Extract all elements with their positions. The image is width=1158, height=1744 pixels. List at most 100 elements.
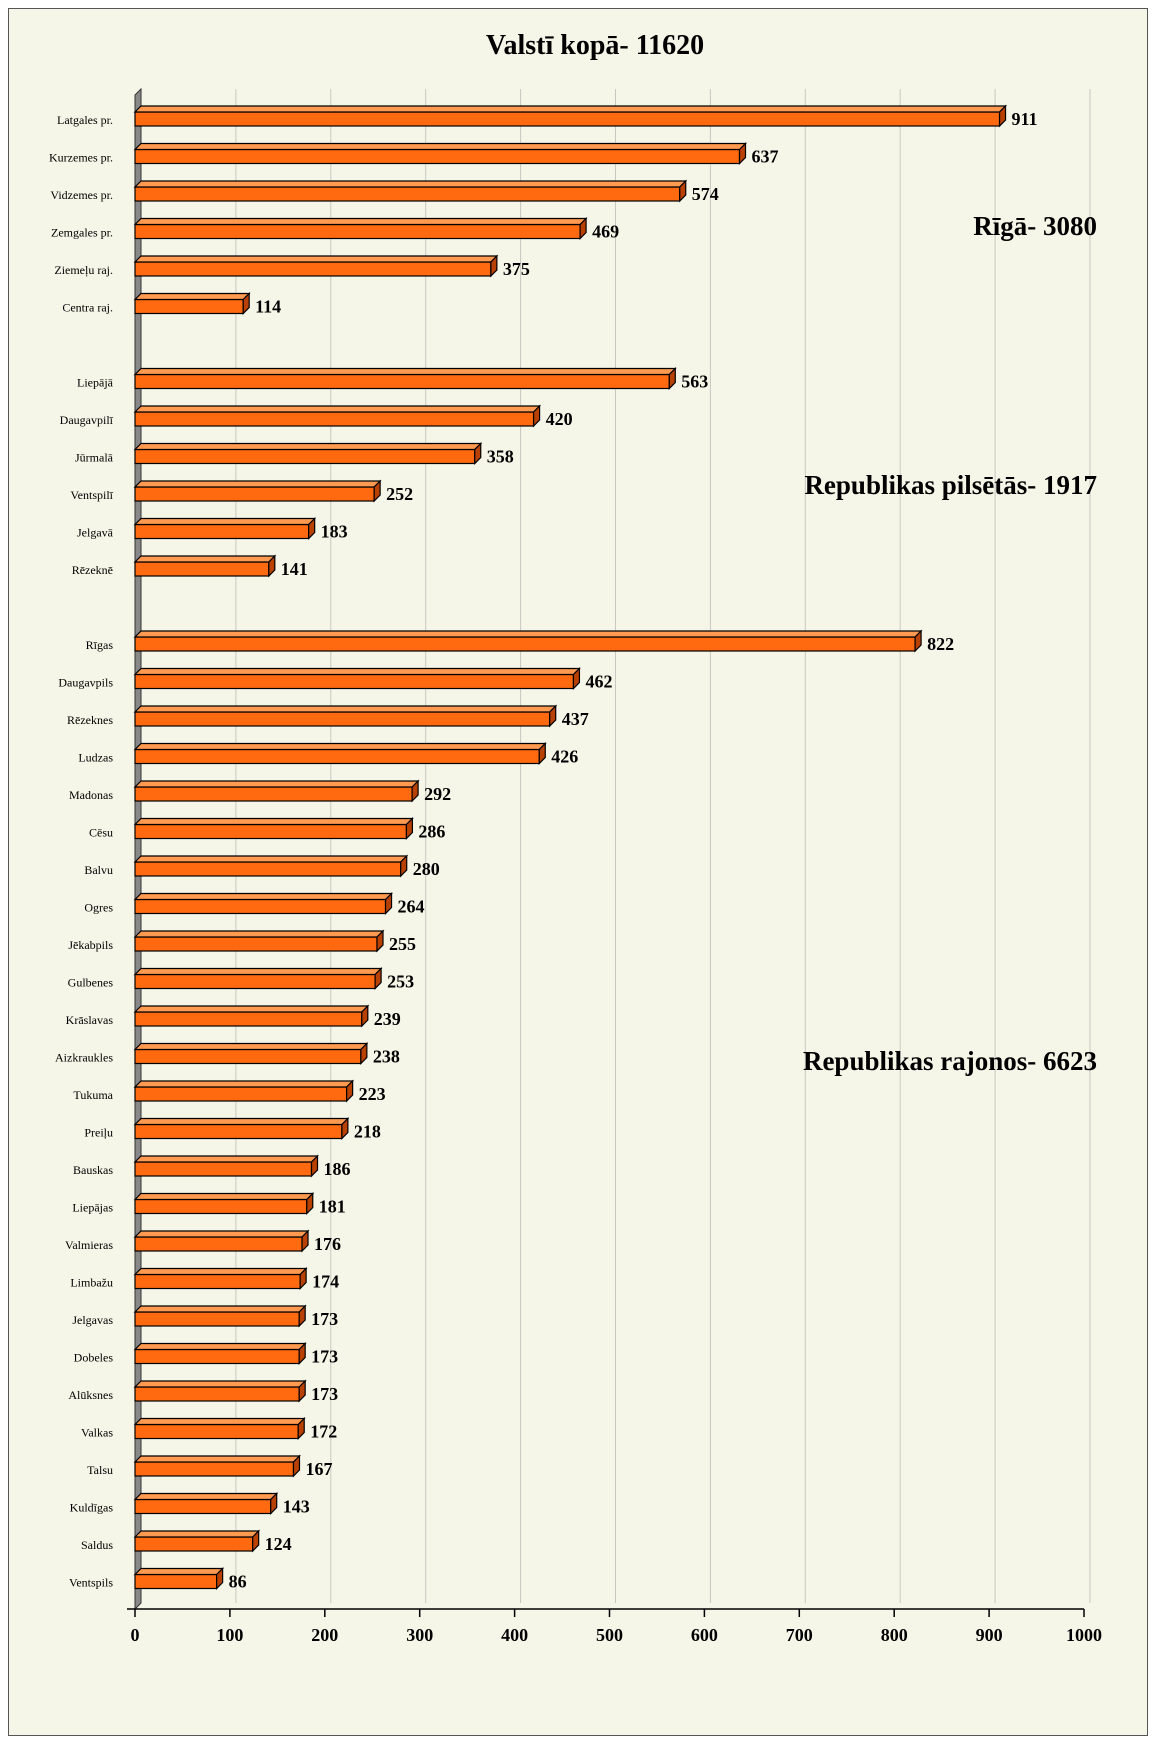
- bar-side: [376, 929, 384, 953]
- category-label: Ventspils: [69, 1576, 113, 1590]
- bar-side: [532, 404, 541, 428]
- bar: [134, 448, 476, 465]
- axis-wall: [134, 87, 142, 1611]
- bar-top: [133, 930, 385, 938]
- group-labels: Rīgā- 3080 Republikas pilsētās- 1917 Repub…: [803, 211, 1097, 1076]
- bar: [134, 298, 244, 315]
- bar-top: [133, 1155, 319, 1163]
- bar-side: [490, 254, 498, 278]
- bar: [134, 1198, 308, 1215]
- x-tick-label: 400: [501, 1625, 528, 1645]
- category-label: Valmieras: [65, 1238, 113, 1252]
- bar-top: [133, 1005, 370, 1013]
- bar-top: [133, 817, 414, 826]
- value-label: 911: [1012, 109, 1038, 129]
- bar-side: [308, 517, 316, 540]
- bar-top: [133, 292, 251, 301]
- bar-top: [133, 142, 747, 151]
- category-label: Liepājā: [77, 376, 114, 390]
- category-label: Jelgavā: [77, 526, 114, 540]
- category-label: Jūrmalā: [75, 451, 114, 465]
- bar-top: [133, 1230, 310, 1238]
- value-label: 574: [692, 184, 719, 204]
- category-label: Rīgas: [86, 638, 114, 652]
- axis-wall: [134, 87, 142, 1611]
- bar-side: [579, 217, 587, 240]
- category-label: Centra raj.: [62, 301, 113, 315]
- category-label: Kuldīgas: [70, 1501, 114, 1515]
- value-label: 173: [311, 1347, 338, 1367]
- x-tick-label: 200: [311, 1625, 338, 1645]
- x-tick-label: 900: [976, 1625, 1003, 1645]
- value-label: 141: [281, 559, 308, 579]
- bar: [134, 486, 375, 502]
- bar: [134, 1311, 300, 1327]
- x-tick-label: 300: [406, 1625, 433, 1645]
- bar-top: [133, 105, 1007, 113]
- bar-top: [133, 667, 581, 676]
- bar-side: [216, 1567, 224, 1590]
- bar: [134, 148, 741, 165]
- category-label: Balvu: [84, 863, 113, 877]
- bar-top: [133, 480, 382, 488]
- category-label: Bauskas: [73, 1163, 113, 1177]
- bar-side: [572, 667, 581, 690]
- bar: [134, 973, 376, 990]
- bar: [134, 748, 540, 765]
- category-label: Kurzemes pr.: [49, 151, 113, 165]
- category-label: Talsu: [87, 1463, 113, 1477]
- bar: [134, 1086, 348, 1102]
- bar-side: [373, 479, 381, 503]
- bar-top: [133, 705, 558, 713]
- bar-side: [361, 1004, 369, 1028]
- value-label: 822: [927, 634, 954, 654]
- category-label: Gulbenes: [68, 976, 114, 990]
- value-label: 186: [324, 1159, 351, 1179]
- value-label: 176: [314, 1234, 341, 1254]
- bar: [134, 1348, 300, 1365]
- bar-side: [341, 1117, 349, 1140]
- value-label: 173: [311, 1309, 338, 1329]
- bar-top: [133, 780, 420, 788]
- value-label: 253: [387, 972, 414, 992]
- bar-top: [133, 367, 677, 376]
- x-axis: 0 100 200 300 400 500 600 700 800 900 1000: [127, 1608, 1102, 1645]
- bar: [134, 111, 1001, 127]
- category-label: Alūksnes: [68, 1388, 113, 1402]
- value-label: 114: [255, 297, 281, 317]
- bar-side: [292, 1454, 301, 1478]
- category-label: Ventspilī: [70, 488, 113, 502]
- bar-side: [297, 1417, 305, 1440]
- bar: [134, 1048, 362, 1065]
- category-label: Krāslavas: [66, 1013, 114, 1027]
- bar-side: [299, 1267, 307, 1290]
- bar-top: [133, 1567, 225, 1576]
- bar-top: [133, 180, 688, 188]
- category-label: Latgales pr.: [57, 113, 113, 127]
- value-label: 637: [752, 147, 779, 167]
- value-label: 437: [562, 709, 589, 729]
- bar: [134, 186, 681, 202]
- bar-top: [133, 1042, 369, 1051]
- value-label: 469: [592, 222, 619, 242]
- category-label: Saldus: [81, 1538, 113, 1552]
- x-tick-label: 500: [596, 1625, 623, 1645]
- bar: [134, 1161, 313, 1177]
- category-label: Cēsu: [89, 826, 113, 840]
- value-label: 252: [386, 484, 413, 504]
- bar-top: [133, 217, 588, 226]
- value-label: 167: [305, 1459, 332, 1479]
- bar: [134, 861, 402, 877]
- value-label: 462: [585, 672, 612, 692]
- bar-top: [133, 442, 483, 451]
- value-label: 280: [413, 859, 440, 879]
- category-label: Tukuma: [73, 1088, 113, 1102]
- value-label: 173: [311, 1384, 338, 1404]
- bar-top: [133, 555, 277, 563]
- bar: [134, 261, 492, 277]
- bar-side: [914, 629, 922, 653]
- value-label: 86: [229, 1572, 247, 1592]
- category-label: Daugavpils: [58, 676, 113, 690]
- category-label: Madonas: [69, 788, 113, 802]
- x-tick-label: 0: [131, 1625, 140, 1645]
